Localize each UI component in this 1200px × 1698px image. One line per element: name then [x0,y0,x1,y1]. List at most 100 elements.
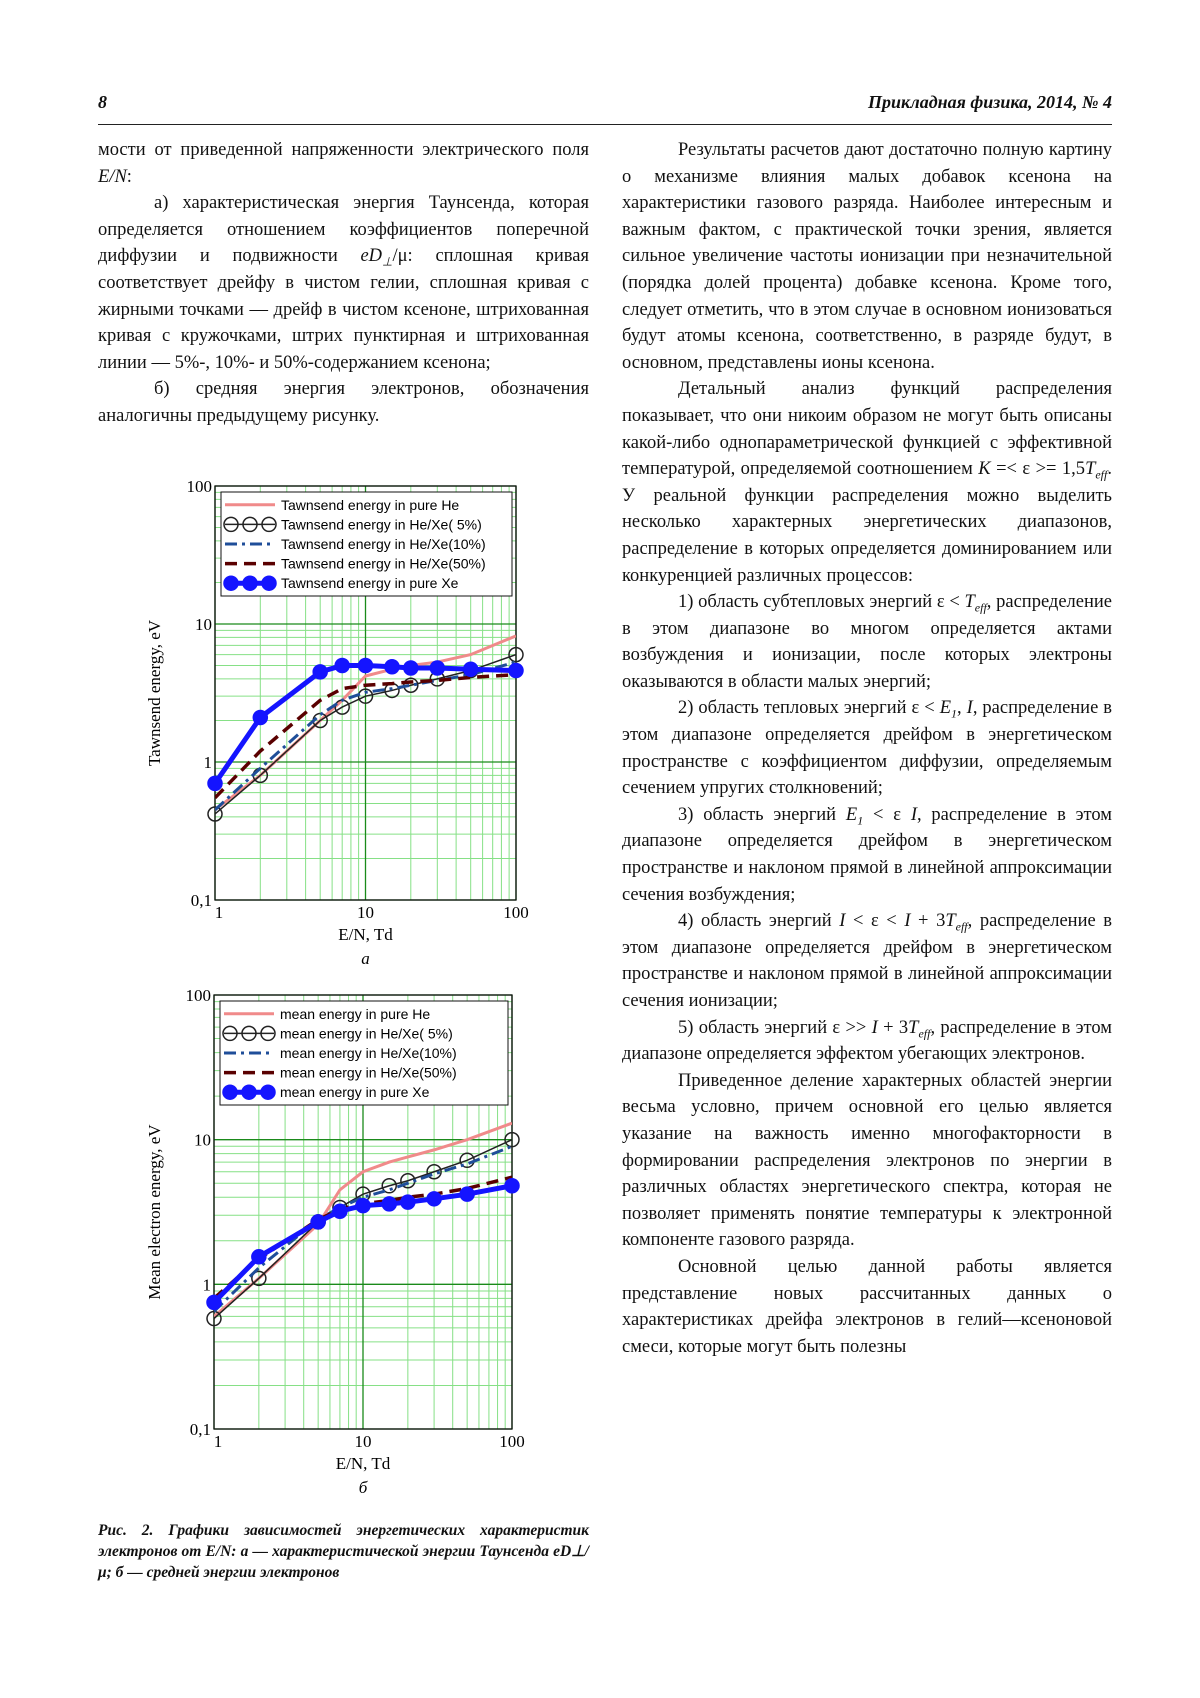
text-run: Детальный анализ функций распределения п… [622,379,1112,480]
marker [381,1196,397,1212]
figure-caption: Рис. 2. Графики зависимостей энергетичес… [98,1522,589,1581]
x-tick-label: 1 [214,1432,223,1451]
series-line [214,1138,512,1320]
italic-run: I [904,911,911,932]
paragraph: Основной целью данной работы является пр… [622,1254,1112,1360]
italic-run: T [945,911,956,932]
marker [508,646,524,663]
legend-marker [241,1025,257,1042]
marker [206,1310,222,1327]
marker [334,657,350,674]
y-tick-label: 0,1 [191,891,212,910]
marker [429,660,446,676]
y-tick-label: 1 [204,753,213,772]
italic-run: E [845,804,858,825]
legend-marker [241,1084,257,1100]
marker [508,662,524,679]
text-run: , [957,698,967,719]
marker [206,1294,222,1311]
paragraph: 1) область субтепловых энергий ε < Teff,… [622,589,1112,695]
x-axis-label: E/N, Td [336,1454,391,1473]
italic-run: E/N [98,166,127,187]
text-run: , распределение в этом диапазоне определ… [622,804,1113,905]
plot-frame [214,485,517,901]
paragraph: 4) область энергий I < ε < I + 3Teff, ра… [622,908,1112,1014]
italic-run: I [871,1017,878,1038]
header-rule [98,124,1112,125]
subscript-run: eff [1095,467,1108,482]
legend-marker [222,1084,238,1100]
paragraph: мости от приведенной напряженности элект… [98,137,589,190]
plot-frame [213,994,513,1430]
text-run: , распределение в этом диапазоне определ… [622,1017,1112,1065]
x-tick-label: 100 [503,903,529,922]
subscript-run: eff [918,1026,931,1041]
marker [459,1186,475,1202]
left-column: мости от приведенной напряженности элект… [98,137,589,430]
legend-label: mean energy in He/Xe(50%) [280,1065,457,1081]
subscript-run: 1 [951,707,958,722]
italic-run: T [908,1017,919,1038]
marker [332,1203,348,1220]
legend-marker [261,575,277,591]
legend-marker [260,1025,276,1042]
subscript-run: 1 [857,813,864,828]
text-run: 1) область субтепловых энергий ε < [678,592,965,613]
marker [355,1197,371,1214]
legend-marker [261,516,277,533]
subscript: 1 [857,814,863,828]
subscript-run: eff [955,919,968,934]
italic-run: K [978,459,991,480]
text-run: б) средняя энергия электронов, обозначен… [98,379,589,426]
subscript: 1 [951,707,957,721]
series-line [215,660,516,811]
text-run: /μ: сплошная кривая соответствует дрейфу… [98,246,589,373]
y-axis-label: Tawnsend energy, eV [145,619,164,766]
series-line [214,1121,512,1318]
subscript: eff [1095,468,1107,482]
marker [207,775,223,792]
legend-label: mean energy in He/Xe(10%) [280,1045,457,1061]
text-run: Приведенное деление характерных областей… [622,1070,1112,1251]
subscript: eff [918,1026,930,1040]
text-run: Основной целью данной работы является пр… [622,1256,1112,1357]
marker [357,657,374,674]
italic-run: T [964,592,975,613]
marker [207,806,223,822]
marker [426,1191,442,1207]
series-line [214,1144,512,1313]
legend-marker [242,516,258,533]
subscript: eff [975,601,987,615]
legend-marker [242,575,258,591]
text-run: + 3 [877,1017,909,1038]
legend-marker [223,575,239,591]
text-run: а) характеристическая энергия Таунсенда,… [98,193,589,267]
series-line [215,653,516,815]
text-run: < ε < [845,911,905,932]
x-tick-label: 10 [357,903,374,922]
subscript: ⊥ [382,255,392,269]
text-run: + 3 [910,911,946,932]
chart-sublabel: а [361,949,370,968]
legend-label: mean energy in pure Xe [280,1084,430,1100]
text-run: мости от приведенной напряженности элект… [98,140,589,160]
marker [252,709,269,726]
paragraph: а) характеристическая энергия Таунсенда,… [98,190,589,376]
legend-label: Tawnsend energy in pure Xe [281,575,459,591]
marker [400,1194,416,1210]
marker [504,1131,520,1148]
x-tick-label: 10 [355,1432,372,1451]
marker [384,659,400,675]
text-run: , распределение в этом диапазоне определ… [622,911,1113,1011]
legend-label: mean energy in pure He [280,1006,430,1022]
marker [251,1270,267,1287]
subscript-run: ⊥ [382,255,393,270]
y-tick-label: 10 [194,1131,211,1150]
legend-label: mean energy in He/Xe( 5%) [280,1025,453,1041]
italic-run: eD [360,246,383,267]
italic-run: I [910,804,917,825]
italic-run: I [966,698,973,719]
marker [462,661,479,678]
legend-label: Tawnsend energy in He/Xe(50%) [281,556,486,572]
